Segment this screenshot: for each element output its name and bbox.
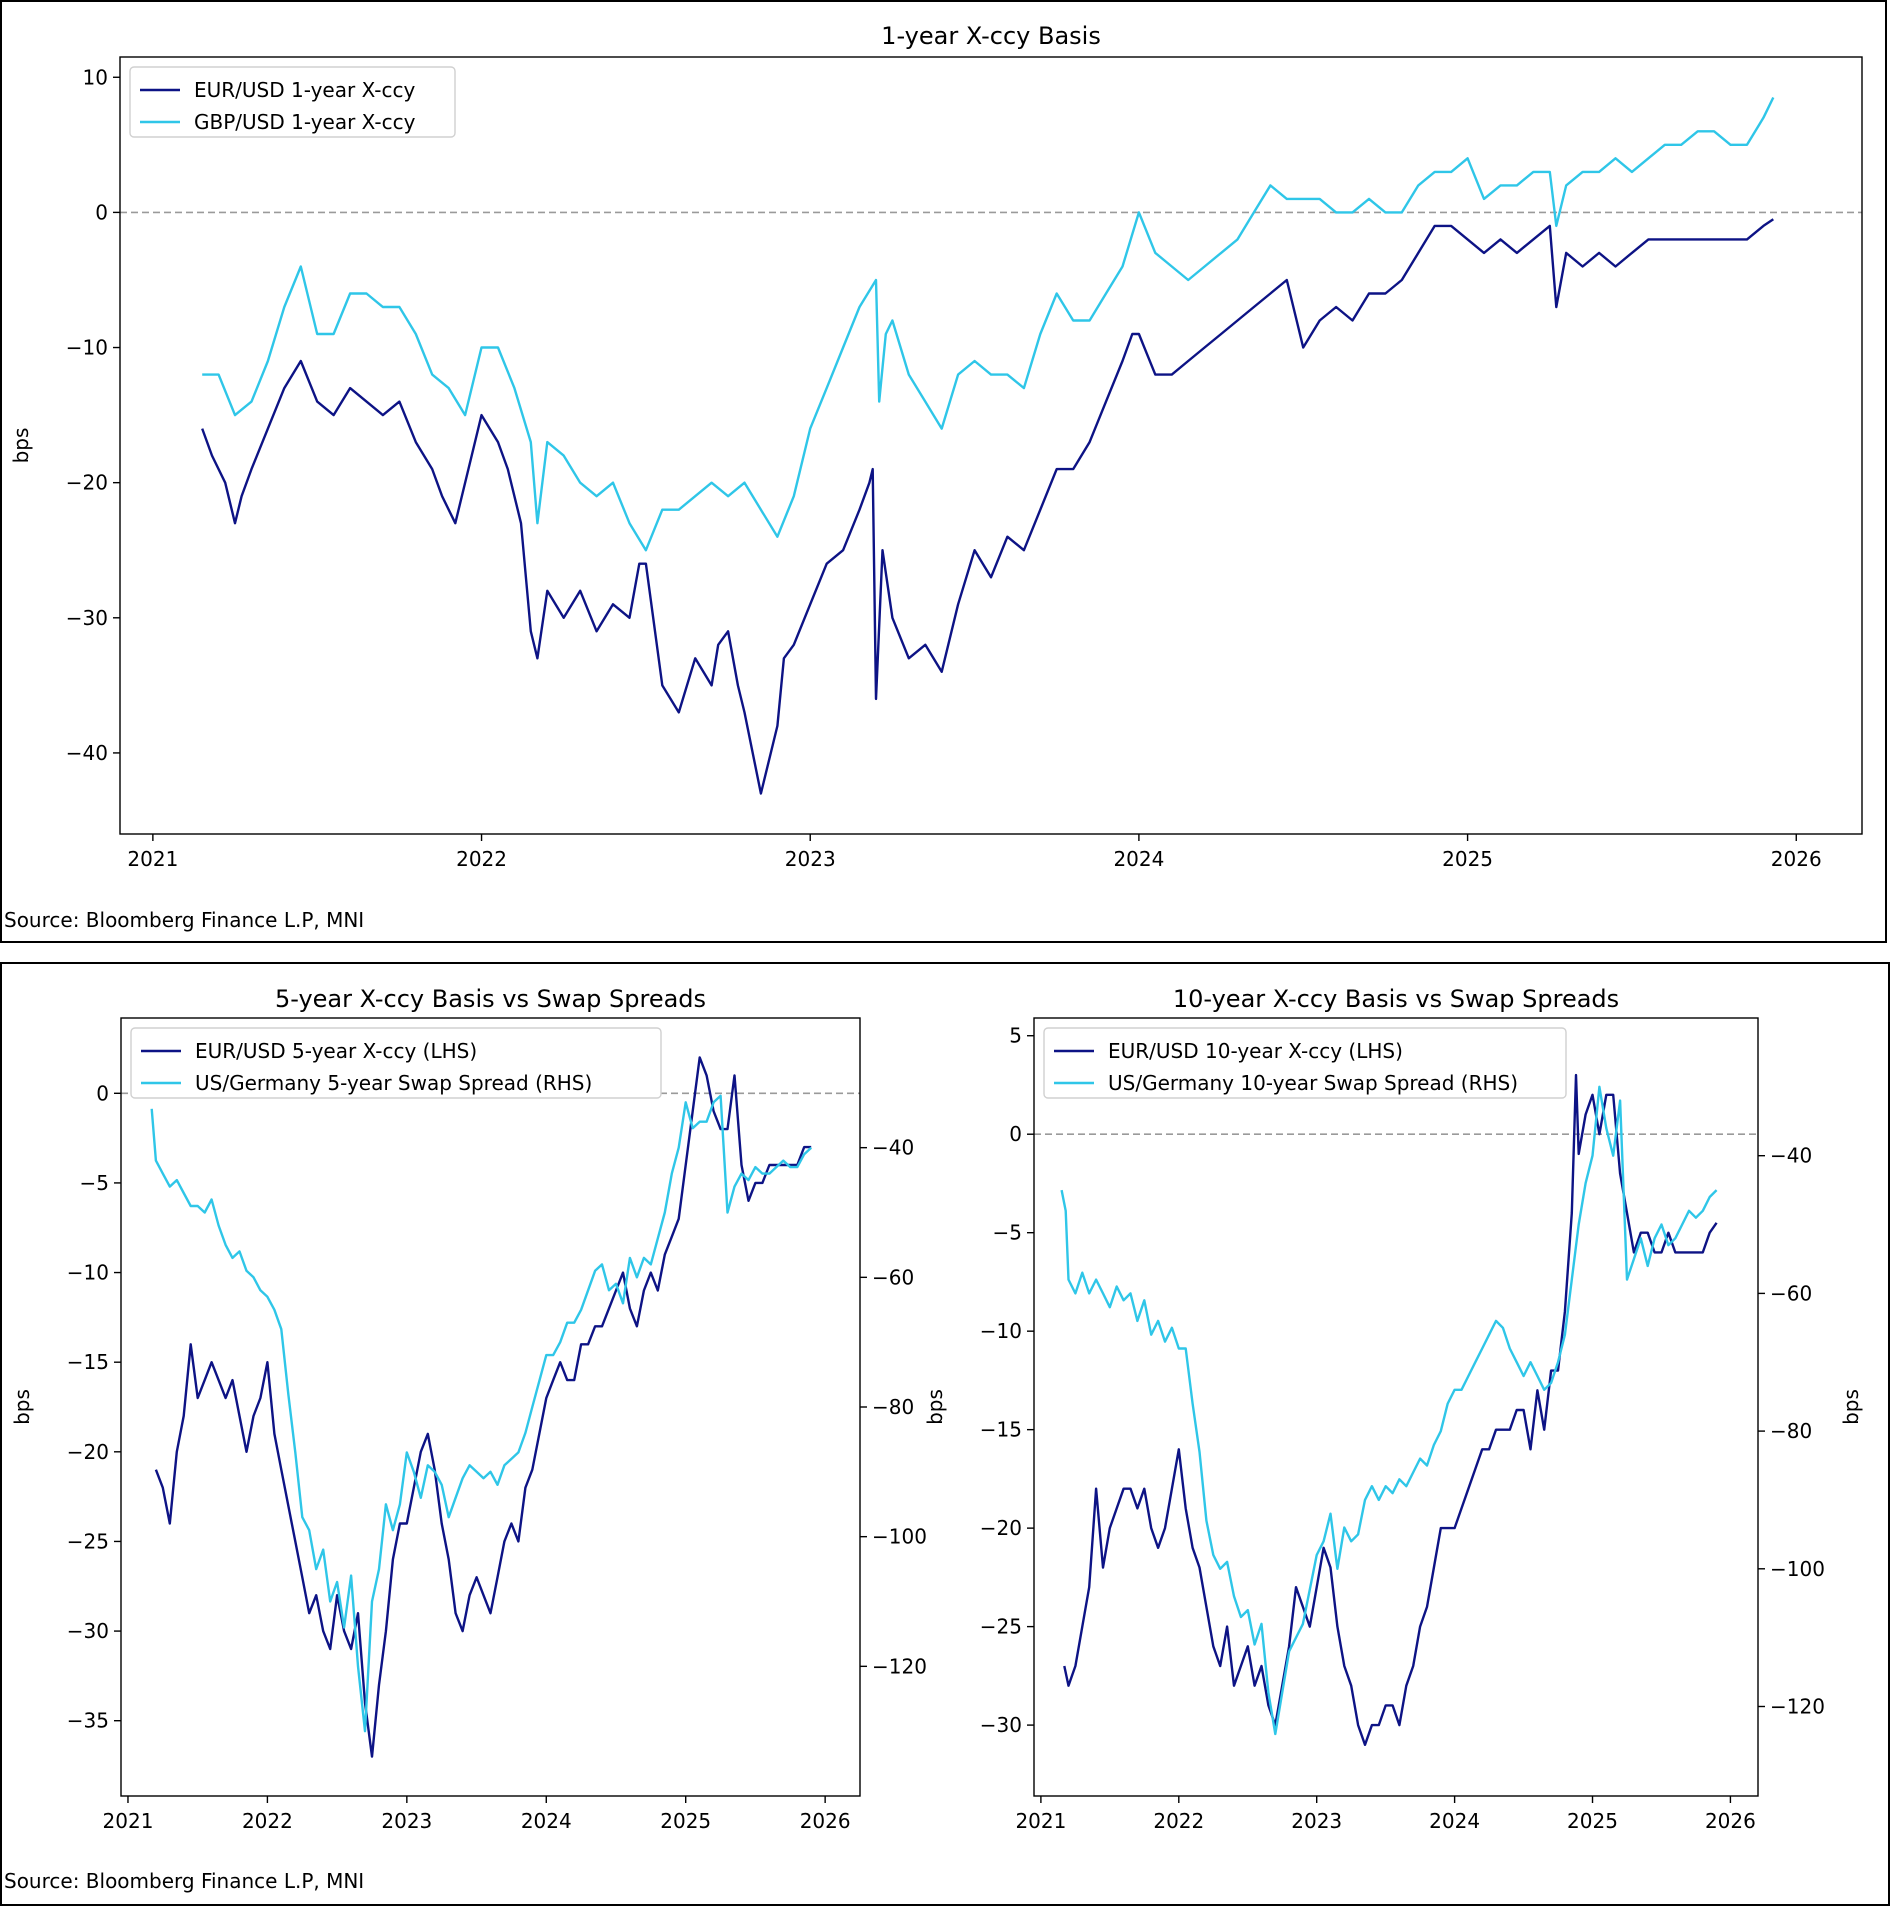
legend: EUR/USD 10-year X-ccy (LHS) US/Germany 10… <box>1043 1027 1567 1099</box>
y-tick-label: −20 <box>66 471 108 495</box>
x-tick-label: 2024 <box>521 1809 572 1833</box>
x-tick-label: 2023 <box>785 847 836 871</box>
y-tick-label: −25 <box>67 1529 109 1553</box>
legend-box <box>1043 1027 1567 1099</box>
legend: EUR/USD 1-year X-ccy GBP/USD 1-year X-ccy <box>129 66 456 138</box>
y-axis-label: bps <box>10 1389 34 1425</box>
legend: EUR/USD 5-year X-ccy (LHS) US/Germany 5-y… <box>130 1027 662 1099</box>
y2-tick-label: −120 <box>1770 1694 1825 1718</box>
y2-tick-label: −40 <box>872 1136 914 1160</box>
x-tick-label: 2021 <box>1015 1809 1066 1833</box>
y-tick-label: −30 <box>66 606 108 630</box>
plot-frame <box>1033 1017 1759 1797</box>
y-tick-label: −25 <box>980 1615 1022 1639</box>
series-line-2 <box>1060 1085 1718 1736</box>
x-tick-label: 2025 <box>660 1809 711 1833</box>
legend-label-2: US/Germany 5-year Swap Spread (RHS) <box>195 1071 592 1095</box>
y-tick-label: 0 <box>96 1081 109 1105</box>
legend-label-1: EUR/USD 1-year X-ccy <box>194 78 415 102</box>
y-tick-label: 0 <box>95 200 108 224</box>
x-tick-label: 2024 <box>1113 847 1164 871</box>
legend-box <box>129 66 456 138</box>
y-tick-label: −20 <box>67 1440 109 1464</box>
x-tick-label: 2026 <box>800 1809 851 1833</box>
y2-tick-label: −80 <box>872 1395 914 1419</box>
x-tick-label: 2025 <box>1442 847 1493 871</box>
y2-tick-label: −40 <box>1770 1144 1812 1168</box>
x-tick-label: 2023 <box>1291 1809 1342 1833</box>
y-tick-label: −10 <box>67 1261 109 1285</box>
chart-title: 1-year X-ccy Basis <box>881 22 1101 50</box>
series-line-1 <box>1063 1073 1718 1747</box>
y2-tick-label: −60 <box>872 1265 914 1289</box>
y-axis-label: bps <box>923 1389 947 1425</box>
chart-c1: 1-year X-ccy Basis 2021 2022 2023 2024 2025 20… <box>9 22 1863 871</box>
x-tick-label: 2023 <box>381 1809 432 1833</box>
x-tick-label: 2026 <box>1705 1809 1756 1833</box>
y-tick-label: −20 <box>980 1516 1022 1540</box>
legend-box <box>130 1027 662 1099</box>
legend-label-1: EUR/USD 10-year X-ccy (LHS) <box>1108 1039 1403 1063</box>
y-tick-label: 5 <box>1009 1024 1022 1048</box>
y-tick-label: −15 <box>980 1418 1022 1442</box>
y-tick-label: −10 <box>980 1319 1022 1343</box>
y2-tick-label: −100 <box>872 1525 927 1549</box>
series-line-1 <box>201 218 1774 795</box>
x-tick-label: 2025 <box>1567 1809 1618 1833</box>
y-axis-label: bps <box>9 428 33 464</box>
x-tick-label: 2024 <box>1429 1809 1480 1833</box>
y-tick-label: −5 <box>993 1221 1022 1245</box>
y-tick-label: −10 <box>66 336 108 360</box>
plot-frame <box>119 56 1863 835</box>
x-tick-label: 2022 <box>1153 1809 1204 1833</box>
y-tick-label: −5 <box>80 1171 109 1195</box>
chart-c3: 10-year X-ccy Basis vs Swap Spreads 2021 2… <box>923 985 1863 1833</box>
y2-tick-label: −80 <box>1770 1419 1812 1443</box>
y-tick-label: −15 <box>67 1350 109 1374</box>
chart-c2: 5-year X-ccy Basis vs Swap Spreads 2021 20… <box>10 985 927 1833</box>
y-tick-label: 0 <box>1009 1122 1022 1146</box>
y2-tick-label: −60 <box>1770 1281 1812 1305</box>
legend-label-1: EUR/USD 5-year X-ccy (LHS) <box>195 1039 477 1063</box>
x-tick-label: 2021 <box>127 847 178 871</box>
y-tick-label: −40 <box>66 741 108 765</box>
y-tick-label: 10 <box>83 65 108 89</box>
series-line-1 <box>154 1056 812 1758</box>
top-chart-panel: Source: Bloomberg Finance L.P, MNI <box>0 0 1887 943</box>
legend-label-2: GBP/USD 1-year X-ccy <box>194 110 416 134</box>
y2-tick-label: −100 <box>1770 1557 1825 1581</box>
x-tick-label: 2022 <box>242 1809 293 1833</box>
chart-title: 5-year X-ccy Basis vs Swap Spreads <box>275 985 706 1013</box>
series-line-2 <box>150 1094 813 1733</box>
y2-tick-label: −120 <box>872 1654 927 1678</box>
x-tick-label: 2026 <box>1771 847 1822 871</box>
x-tick-label: 2021 <box>103 1809 154 1833</box>
source-note-top: Source: Bloomberg Finance L.P, MNI <box>4 908 365 932</box>
x-tick-label: 2022 <box>456 847 507 871</box>
chart-title: 10-year X-ccy Basis vs Swap Spreads <box>1173 985 1619 1013</box>
y-tick-label: −30 <box>980 1713 1022 1737</box>
plot-frame <box>120 1017 861 1797</box>
series-line-2 <box>202 96 1775 552</box>
y-tick-label: −30 <box>67 1619 109 1643</box>
legend-label-2: US/Germany 10-year Swap Spread (RHS) <box>1108 1071 1518 1095</box>
y-tick-label: −35 <box>67 1709 109 1733</box>
y2-axis-label: bps <box>1839 1389 1863 1425</box>
source-note-bottom: Source: Bloomberg Finance L.P, MNI <box>4 1869 365 1893</box>
